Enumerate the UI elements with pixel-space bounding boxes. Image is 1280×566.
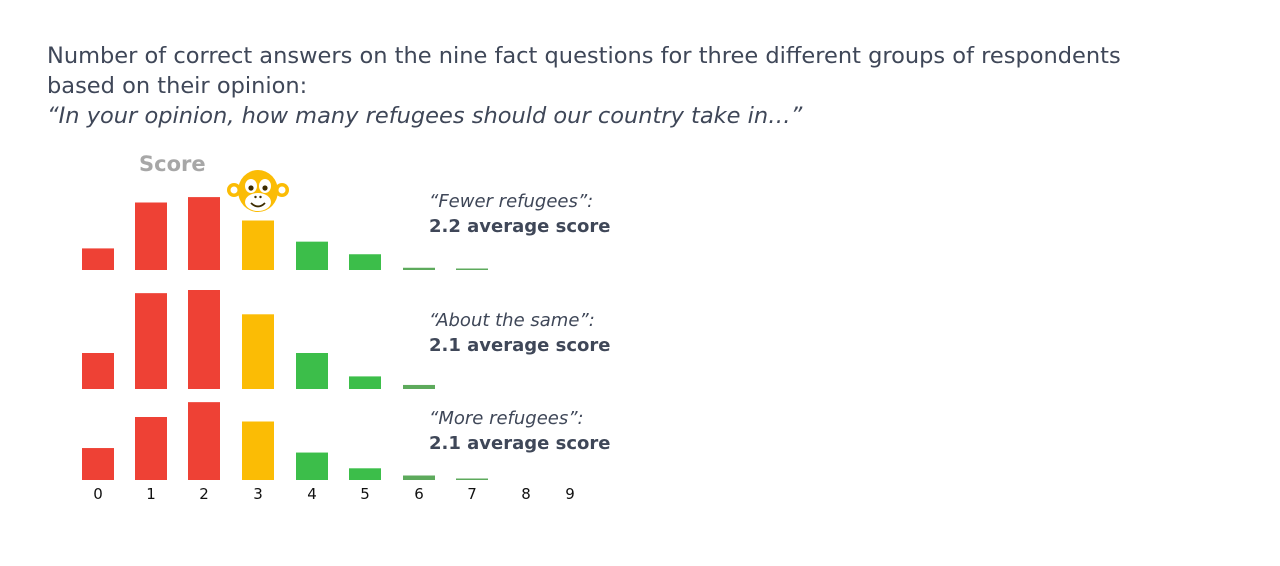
bar-series-3-score-2 [188,402,220,480]
bar-series-2-score-2 [188,290,220,389]
x-tick-7: 7 [467,485,477,503]
bar-series-2-score-5 [349,376,381,389]
title-line-1: Number of correct answers on the nine fa… [47,43,1121,69]
bar-series-2-score-3 [242,314,274,389]
bar-series-3-score-0 [82,448,114,480]
bar-series-2-score-6 [403,384,435,389]
title-line-2: based on their opinion: [47,73,308,99]
x-tick-labels: 0 1 2 3 4 5 6 7 8 9 [93,485,575,503]
group-labels-layer: “Fewer refugees”: 2.2 average score “About… [429,191,610,454]
score-axis-label: Score [139,152,206,176]
bar-series-1-score-2 [188,197,220,270]
series-2-name: “About the same”: [429,310,595,331]
bar-series-3-score-4 [296,452,328,480]
bar-series-3-score-1 [135,417,167,480]
bar-series-1-score-1 [135,202,167,270]
x-tick-3: 3 [253,485,263,503]
bar-series-2-score-1 [135,293,167,389]
bar-series-3-score-3 [242,421,274,480]
bar-series-3-score-6 [403,475,435,480]
bar-series-3-score-7 [456,478,488,480]
x-tick-6: 6 [414,485,424,503]
series-3-name: “More refugees”: [429,408,584,429]
chart-title: Number of correct answers on the nine fa… [47,41,1227,131]
x-tick-4: 4 [307,485,317,503]
x-tick-0: 0 [93,485,103,503]
series-3-average: 2.1 average score [429,433,610,454]
bars-layer [82,197,488,480]
bar-series-1-score-7 [456,268,488,270]
bar-series-1-score-5 [349,254,381,270]
x-tick-5: 5 [360,485,370,503]
series-1-name: “Fewer refugees”: [429,191,593,212]
series-1-average: 2.2 average score [429,216,610,237]
series-2-average: 2.1 average score [429,335,610,356]
bar-series-1-score-0 [82,248,114,270]
x-tick-1: 1 [146,485,156,503]
title-quote: “In your opinion, how many refugees shou… [47,103,803,129]
bar-series-2-score-4 [296,353,328,389]
bar-series-3-score-5 [349,468,381,480]
monkey-face-icon [227,170,289,212]
bar-series-1-score-6 [403,267,435,270]
x-tick-2: 2 [199,485,209,503]
bar-series-1-score-3 [242,220,274,270]
bar-series-1-score-4 [296,241,328,270]
x-tick-8: 8 [521,485,531,503]
x-tick-9: 9 [565,485,575,503]
bar-series-2-score-0 [82,353,114,389]
